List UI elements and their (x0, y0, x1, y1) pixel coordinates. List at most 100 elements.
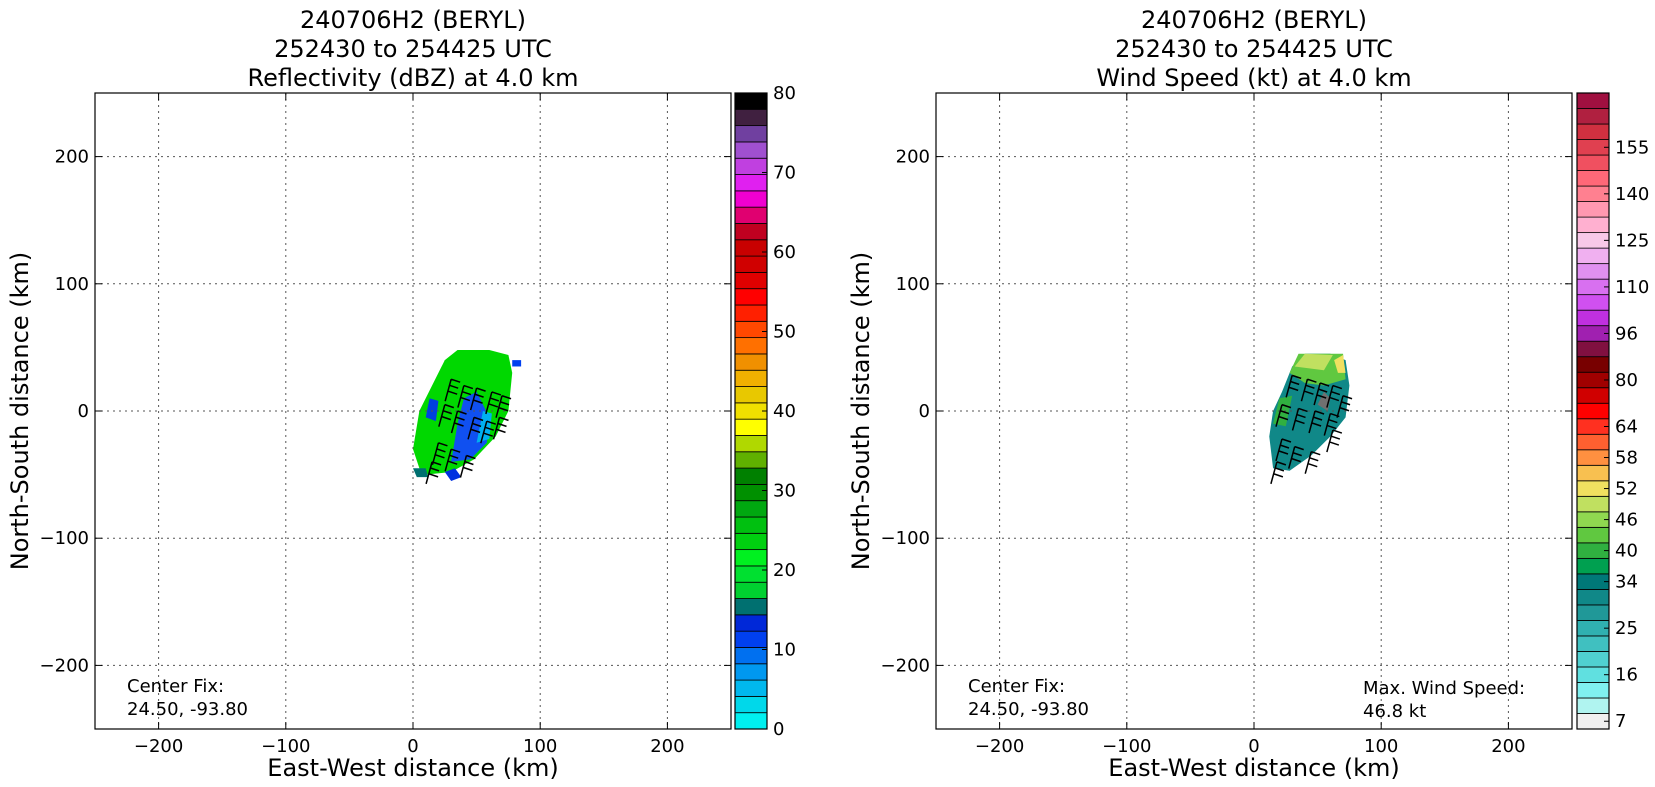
y-tick-label: −100 (40, 528, 89, 549)
colorbar-segment (1576, 263, 1610, 280)
colorbar-tick-label: 80 (773, 83, 796, 104)
colorbar-segment (734, 549, 768, 567)
wind-barb (444, 378, 461, 402)
field-region (425, 398, 439, 422)
wind-barb (1300, 378, 1317, 402)
colorbar-segment (1576, 495, 1610, 513)
chart-title-line: Reflectivity (dBZ) at 4.0 km (248, 64, 579, 92)
colorbar-segment (734, 206, 768, 224)
wind-barb (457, 384, 474, 408)
colorbar-segment (1576, 557, 1610, 575)
x-tick-label: 0 (407, 736, 418, 757)
chart-title-line: 240706H2 (BERYL) (1141, 6, 1367, 34)
colorbar-segment (734, 500, 768, 518)
colorbar-segment (1576, 309, 1610, 327)
colorbar-tick-label: 110 (1615, 277, 1649, 298)
colorbar-segment (734, 190, 768, 208)
colorbar-tick-label: 40 (1615, 541, 1638, 562)
y-tick-label: 200 (55, 147, 89, 168)
y-tick-label: 100 (55, 274, 89, 295)
wind-barb (425, 461, 442, 485)
y-tick-label: 100 (896, 274, 930, 295)
field-region (413, 468, 429, 478)
colorbar-segment (734, 239, 768, 257)
colorbar-tick-label: 125 (1615, 230, 1649, 251)
max-wind-label: Max. Wind Speed: (1363, 678, 1525, 699)
colorbar-frame (1576, 92, 1610, 730)
colorbar-segment (1576, 108, 1610, 125)
y-axis-label: North-South distance (km) (6, 252, 34, 571)
center-fix-label: Center Fix: (127, 676, 224, 697)
chart-title-line: 252430 to 254425 UTC (274, 35, 552, 63)
wind-barb (1285, 374, 1302, 398)
colorbar-tick-label: 50 (773, 322, 796, 343)
field-region (1334, 355, 1346, 373)
wind-barb (444, 448, 461, 472)
colorbar-tick-label: 58 (1615, 448, 1638, 469)
y-tick-label: −100 (881, 528, 930, 549)
colorbar-segment (1576, 526, 1610, 544)
colorbar-tick-label: 155 (1615, 137, 1649, 158)
grid (936, 93, 1572, 729)
colorbar-tick-label: 25 (1615, 618, 1638, 639)
colorbar-segment (734, 614, 768, 632)
data-field (1269, 353, 1350, 471)
field-region (444, 468, 462, 481)
colorbar-segment (734, 337, 768, 355)
wind-barb (480, 420, 497, 444)
colorbar-segment (734, 483, 768, 502)
colorbar-segment (1576, 340, 1610, 358)
x-tick-label: −100 (261, 736, 310, 757)
colorbar: 0 10 20 30 40 50 60 70 80 (734, 83, 796, 740)
max-wind-value: 46.8 kt (1363, 701, 1426, 722)
wind-barb (1304, 450, 1321, 474)
colorbar-segment (1576, 247, 1610, 265)
chart-title-line: Wind Speed (kt) at 4.0 km (1096, 64, 1411, 92)
wind-barb (459, 454, 476, 478)
wind-barb (1291, 407, 1308, 431)
colorbar-segment (734, 141, 768, 159)
wind-barb (1323, 412, 1340, 436)
wind-barb (495, 395, 512, 418)
chart-title-line: 240706H2 (BERYL) (300, 6, 526, 34)
chart-title-line: 252430 to 254425 UTC (1115, 35, 1393, 63)
colorbar-segment (734, 435, 768, 453)
wind-barb (1336, 395, 1353, 418)
colorbar-segment (734, 516, 768, 534)
wind-barbs (1270, 374, 1353, 485)
colorbar-segment (1576, 170, 1610, 187)
colorbar: 7 16 25 34 40 46 52 58 64 80 96 110 125 140 155 (1576, 92, 1649, 732)
colorbar-segment (734, 353, 768, 371)
colorbar-segment (1576, 604, 1610, 621)
wind-barb (1313, 382, 1330, 406)
data-field (413, 349, 522, 481)
colorbar-segment (734, 174, 768, 192)
x-tick-label: 100 (523, 736, 557, 757)
x-axis-label: East-West distance (km) (267, 754, 558, 782)
wind-barb (1275, 438, 1292, 462)
y-tick-label: 0 (78, 401, 89, 422)
wind-barb (438, 403, 455, 427)
x-tick-label: −200 (975, 736, 1024, 757)
center-fix-label: Center Fix: (968, 676, 1065, 697)
colorbar-segment (734, 108, 768, 127)
grid (95, 93, 731, 729)
x-tick-label: 100 (1364, 736, 1398, 757)
colorbar-segment (1576, 651, 1610, 668)
wind-barb (1275, 403, 1292, 427)
wind-barb (431, 442, 448, 465)
colorbar-tick-label: 16 (1615, 665, 1638, 686)
field-region (1294, 353, 1333, 371)
colorbar-segment (734, 223, 768, 241)
colorbar-segment (734, 695, 768, 714)
colorbar-segment (734, 679, 768, 697)
field-region (451, 391, 490, 462)
colorbar-segment (734, 467, 768, 485)
y-tick-label: 200 (896, 147, 930, 168)
colorbar-tick-label: 52 (1615, 479, 1638, 500)
colorbar-segment (734, 125, 768, 143)
wind-barb (469, 387, 486, 411)
wind-barb (1308, 410, 1325, 434)
colorbar-segment (1576, 433, 1610, 451)
